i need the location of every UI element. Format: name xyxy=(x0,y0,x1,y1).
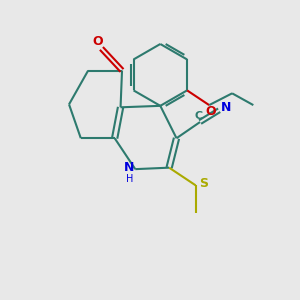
Text: S: S xyxy=(200,177,208,190)
Text: O: O xyxy=(205,105,216,118)
Text: O: O xyxy=(93,35,103,48)
Text: N: N xyxy=(220,101,231,114)
Text: N: N xyxy=(124,161,135,174)
Text: C: C xyxy=(194,110,202,121)
Text: H: H xyxy=(126,174,133,184)
